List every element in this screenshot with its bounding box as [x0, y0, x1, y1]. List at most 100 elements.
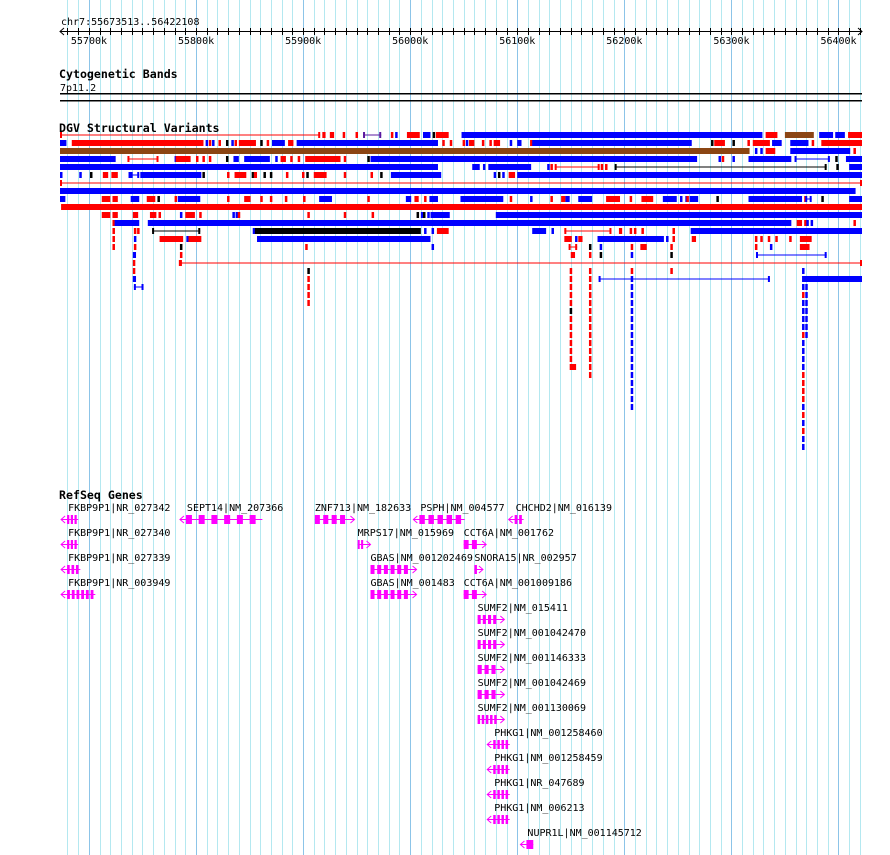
structural-variant[interactable] [606, 196, 621, 202]
structural-variant[interactable] [802, 284, 805, 290]
structural-variant[interactable] [821, 140, 862, 146]
structural-variant[interactable] [588, 348, 592, 354]
structural-variant[interactable] [132, 276, 137, 282]
structural-variant[interactable] [234, 172, 247, 178]
gene-label[interactable]: CCT6A|NM_001762 [464, 528, 554, 539]
structural-variant[interactable] [802, 428, 805, 434]
structural-variant[interactable] [130, 196, 140, 202]
structural-variant[interactable] [227, 196, 230, 202]
gene-label[interactable]: PSPH|NM_004577 [420, 503, 504, 514]
structural-variant[interactable] [460, 196, 504, 202]
gene-feature[interactable]: FKBP9P1|NR_027339 [60, 553, 170, 574]
structural-variant[interactable] [802, 324, 805, 330]
structural-variant[interactable] [319, 196, 332, 202]
structural-variant[interactable] [422, 132, 431, 138]
gene-label[interactable]: CCT6A|NM_001009186 [464, 578, 572, 589]
structural-variant[interactable] [253, 172, 258, 178]
structural-variant[interactable] [767, 236, 771, 242]
structural-variant[interactable] [435, 132, 449, 138]
structural-variant[interactable] [188, 236, 202, 242]
structural-variant[interactable] [802, 412, 805, 418]
gene-label[interactable]: GBAS|NM_001202469 [371, 553, 473, 564]
gene-feature[interactable]: SEPT14|NM_207366 [179, 503, 283, 524]
structural-variant[interactable] [227, 172, 230, 178]
structural-variant[interactable] [754, 148, 758, 154]
structural-variant[interactable] [597, 236, 664, 242]
structural-variant[interactable] [532, 140, 692, 146]
structural-variant[interactable] [212, 140, 215, 146]
gene-feature[interactable]: SUMF2|NM_001130069 [477, 703, 586, 724]
structural-variant[interactable] [714, 140, 725, 146]
structural-variant[interactable] [380, 172, 383, 178]
structural-variant[interactable] [147, 220, 792, 226]
structural-variant[interactable] [802, 436, 805, 442]
gene-feature[interactable]: GBAS|NM_001483 [370, 578, 455, 599]
structural-variant[interactable] [630, 364, 634, 370]
structural-variant[interactable] [630, 276, 634, 282]
structural-variant[interactable] [288, 140, 294, 146]
structural-variant[interactable] [495, 212, 862, 218]
structural-variant[interactable] [307, 300, 310, 306]
structural-variant[interactable] [588, 364, 592, 370]
structural-variant[interactable] [630, 284, 634, 290]
structural-variant[interactable] [322, 132, 326, 138]
gene-label[interactable]: SEPT14|NM_207366 [187, 503, 283, 514]
structural-variant[interactable] [630, 332, 634, 338]
structural-variant[interactable] [508, 172, 516, 178]
structural-variant[interactable] [502, 172, 505, 178]
structural-variant[interactable] [821, 196, 824, 202]
structural-variant[interactable] [185, 156, 191, 162]
structural-variant[interactable] [343, 156, 347, 162]
structural-variant[interactable] [802, 388, 805, 394]
structural-variant[interactable] [132, 212, 139, 218]
structural-variant[interactable] [630, 340, 634, 346]
structural-variant[interactable] [748, 156, 792, 162]
structural-variant[interactable] [177, 196, 201, 202]
structural-variant[interactable] [570, 252, 576, 258]
gene-feature[interactable]: FKBP9P1|NR_027342 [60, 503, 170, 524]
structural-variant[interactable] [588, 332, 592, 338]
structural-variant[interactable] [205, 140, 209, 146]
structural-variant[interactable] [569, 332, 573, 338]
gene-feature[interactable]: CCT6A|NM_001009186 [463, 578, 572, 599]
structural-variant[interactable] [588, 292, 592, 298]
structural-variant[interactable] [575, 236, 578, 242]
structural-variant[interactable] [805, 300, 808, 306]
structural-variant[interactable] [422, 212, 426, 218]
structural-variant[interactable] [395, 132, 398, 138]
gene-label[interactable]: PHKG1|NM_006213 [494, 803, 584, 814]
structural-variant[interactable] [462, 140, 466, 146]
structural-variant[interactable] [60, 156, 116, 162]
structural-variant[interactable] [251, 172, 255, 178]
structural-variant[interactable] [564, 236, 572, 242]
structural-variant[interactable] [569, 348, 573, 354]
structural-variant-link[interactable] [60, 132, 321, 138]
structural-variant[interactable] [802, 276, 805, 282]
gene-feature[interactable]: SUMF2|NM_015411 [477, 603, 568, 624]
structural-variant[interactable] [307, 292, 310, 298]
structural-variant[interactable] [465, 140, 469, 146]
structural-variant[interactable] [804, 220, 807, 226]
structural-variant[interactable] [802, 372, 805, 378]
structural-variant[interactable] [630, 300, 634, 306]
structural-variant[interactable] [754, 236, 758, 242]
structural-variant[interactable] [588, 356, 592, 362]
structural-variant[interactable] [691, 236, 697, 242]
structural-variant[interactable] [550, 164, 553, 170]
structural-variant[interactable] [588, 268, 592, 274]
structural-variant[interactable] [60, 148, 750, 154]
structural-variant[interactable] [641, 228, 644, 234]
structural-variant[interactable] [802, 292, 805, 298]
structural-variant[interactable] [436, 228, 449, 234]
gene-label[interactable]: FKBP9P1|NR_003949 [68, 578, 170, 589]
structural-variant[interactable] [802, 404, 805, 410]
structural-variant[interactable] [819, 132, 834, 138]
structural-variant[interactable] [430, 212, 450, 218]
structural-variant[interactable] [266, 140, 270, 146]
structural-variant[interactable] [343, 172, 347, 178]
gene-label[interactable]: PHKG1|NM_001258459 [494, 753, 602, 764]
structural-variant[interactable] [670, 244, 673, 250]
structural-variant[interactable] [284, 196, 288, 202]
structural-variant[interactable] [666, 236, 669, 242]
structural-variant[interactable] [218, 140, 221, 146]
